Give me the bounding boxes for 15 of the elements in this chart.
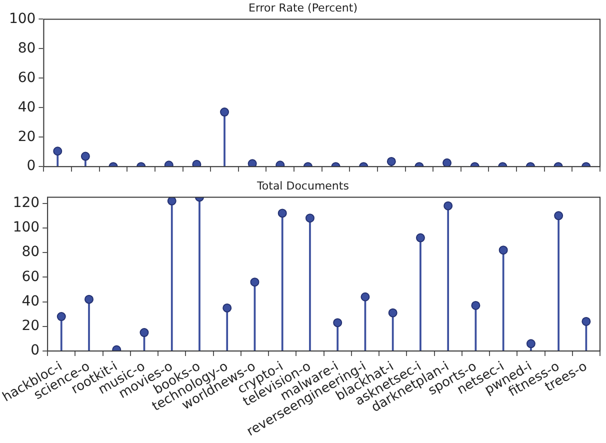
y-tick-label: 100 <box>8 10 36 27</box>
y-tick-label: 20 <box>22 318 40 334</box>
chart-title: Total Documents <box>256 179 350 192</box>
chart-title: Error Rate (Percent) <box>248 1 358 14</box>
y-tick-label: 80 <box>18 40 36 56</box>
y-tick-label: 40 <box>22 293 40 310</box>
y-tick-label: 60 <box>18 70 36 86</box>
y-tick-label: 80 <box>22 244 40 260</box>
y-tick-label: 20 <box>18 128 36 145</box>
y-tick-label: 0 <box>30 342 40 359</box>
y-tick-label: 120 <box>12 194 40 211</box>
y-tick-label: 0 <box>26 158 36 174</box>
y-tick-label: 40 <box>18 99 36 116</box>
y-tick-label: 60 <box>22 268 40 285</box>
y-tick-label: 100 <box>12 220 40 236</box>
